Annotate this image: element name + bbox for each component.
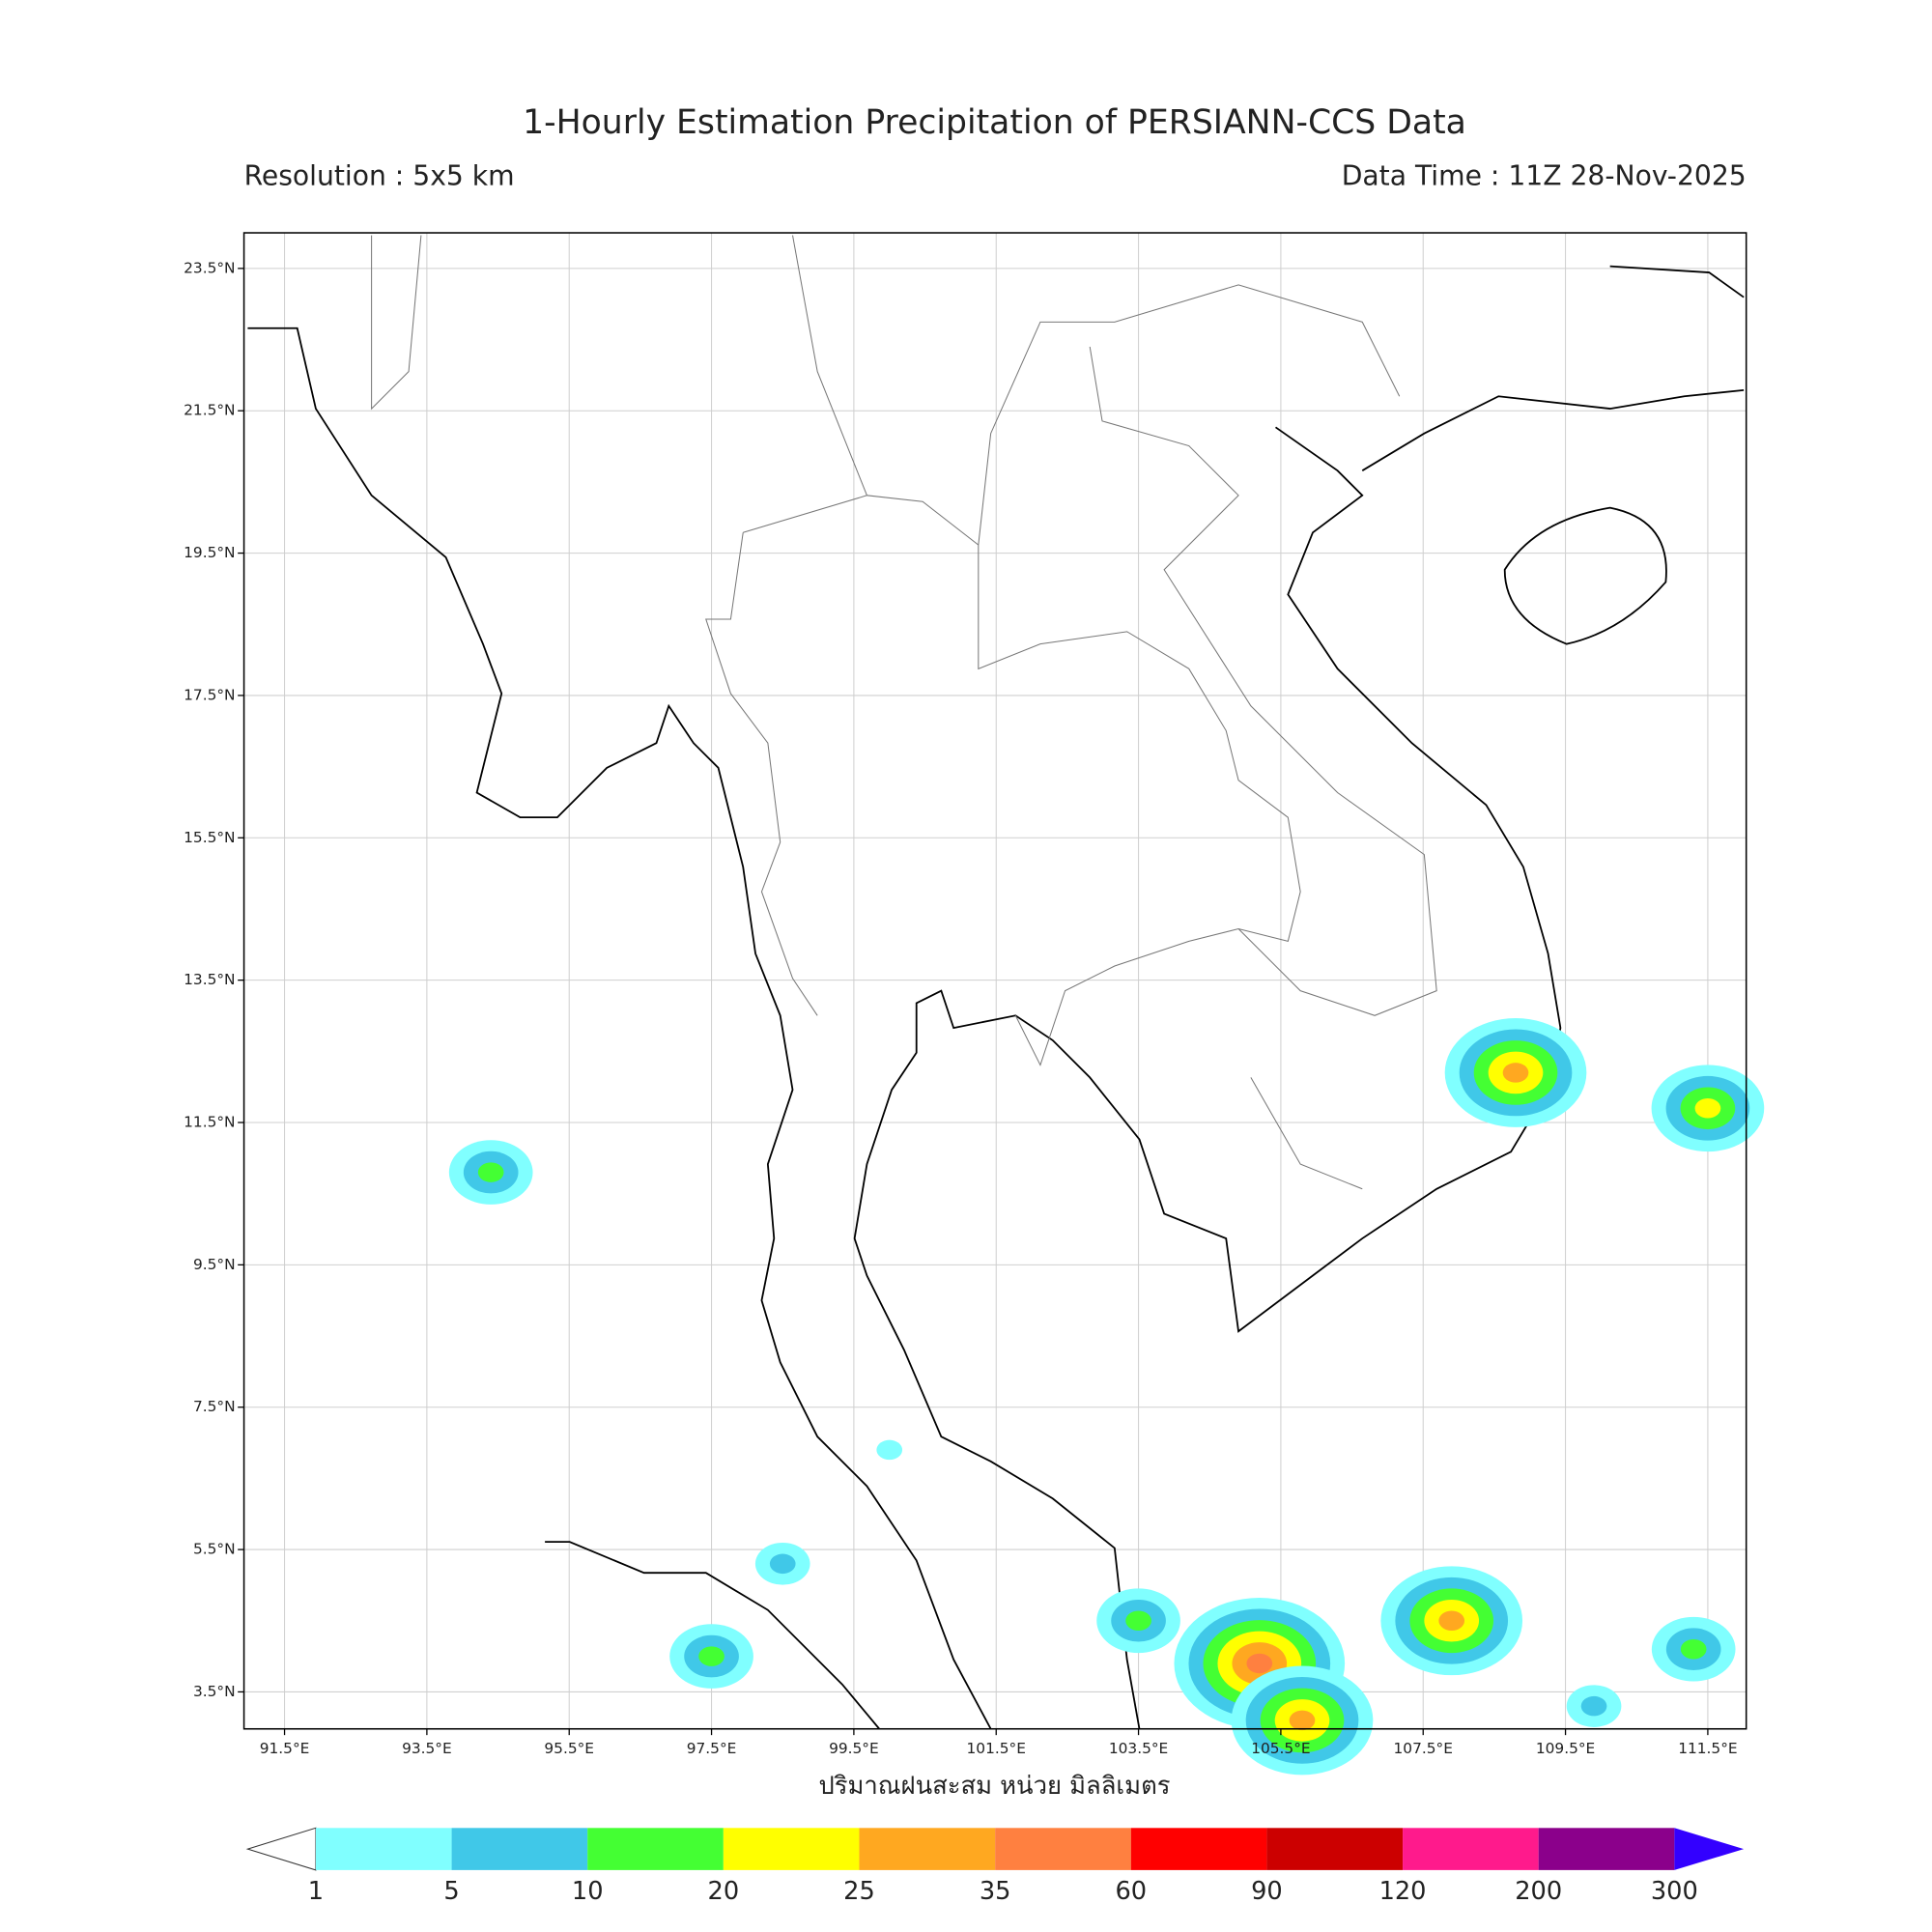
- y-tick-label: 9.5°N: [193, 1256, 236, 1273]
- colorbar-tick-label: 25: [843, 1877, 875, 1906]
- data-time: Data Time : 11Z 28-Nov-2025: [1342, 159, 1747, 191]
- y-tick-label: 5.5°N: [193, 1541, 236, 1558]
- colorbar-tick-label: 300: [1651, 1877, 1698, 1906]
- colorbar-segment: [587, 1828, 724, 1870]
- colorbar-tick-label: 90: [1251, 1877, 1283, 1906]
- y-tick-label: 19.5°N: [184, 544, 235, 561]
- colorbar-tick-label: 5: [443, 1877, 459, 1906]
- x-tick-label: 101.5°E: [967, 1740, 1026, 1757]
- rain-cell: [477, 1162, 504, 1182]
- rain-cell: [769, 1553, 796, 1575]
- rain-cell: [698, 1646, 724, 1666]
- rain-cell: [1680, 1638, 1707, 1660]
- colorbar-label: ปริมาณฝนสะสม หน่วย มิลลิเมตร: [818, 1772, 1170, 1801]
- y-tick-label: 3.5°N: [193, 1683, 236, 1700]
- colorbar: 1 5 10 20 25 35 60 90 120 200 300: [245, 1827, 1745, 1906]
- rain-cell: [1289, 1710, 1316, 1731]
- colorbar-segment: [723, 1828, 860, 1870]
- rain-cell: [1125, 1610, 1151, 1632]
- colorbar-segment: [1130, 1828, 1267, 1870]
- colorbar-tick-label: 20: [708, 1877, 740, 1906]
- axes: 91.5°E 93.5°E 95.5°E 97.5°E 99.5°E 101.5°E 103…: [184, 259, 1737, 1756]
- x-tick-label: 93.5°E: [402, 1740, 452, 1757]
- colorbar-segment: [859, 1828, 996, 1870]
- coastline: [247, 327, 992, 1730]
- rain-cell: [876, 1439, 903, 1461]
- x-tick-label: 95.5°E: [544, 1740, 594, 1757]
- coastline: [545, 1541, 880, 1730]
- colorbar-segment: [1403, 1828, 1539, 1870]
- x-tick-label: 111.5°E: [1678, 1740, 1737, 1757]
- y-tick-label: 17.5°N: [184, 686, 235, 703]
- colorbar-tick-label: 10: [572, 1877, 604, 1906]
- coastlines: [247, 235, 1745, 1730]
- rain-cell: [1580, 1695, 1607, 1717]
- colorbar-tick-label: 120: [1379, 1877, 1427, 1906]
- y-tick-label: 7.5°N: [193, 1398, 236, 1415]
- colorbar-tick-label: 60: [1115, 1877, 1147, 1906]
- y-tick-label: 23.5°N: [184, 259, 235, 276]
- colorbar-under: [245, 1827, 317, 1871]
- x-tick-label: 105.5°E: [1251, 1740, 1310, 1757]
- x-tick-label: 109.5°E: [1536, 1740, 1595, 1757]
- colorbar-tick-label: 35: [980, 1877, 1011, 1906]
- colorbar-tick-label: 200: [1515, 1877, 1562, 1906]
- map-frame: [242, 232, 1747, 1730]
- x-tick-label: 107.5°E: [1394, 1740, 1453, 1757]
- y-tick-label: 13.5°N: [184, 971, 235, 988]
- rain-cell: [1502, 1063, 1529, 1083]
- colorbar-segment: [451, 1828, 588, 1870]
- colorbar-over: [1674, 1828, 1745, 1870]
- colorbar-segment: [315, 1828, 452, 1870]
- country-border: [371, 235, 1437, 1190]
- x-tick-label: 97.5°E: [687, 1740, 737, 1757]
- colorbar-segment: [995, 1828, 1131, 1870]
- grid: [243, 233, 1747, 1729]
- island: [1503, 506, 1667, 645]
- x-tick-label: 103.5°E: [1109, 1740, 1168, 1757]
- y-tick-label: 15.5°N: [184, 829, 235, 846]
- rain-cell: [1246, 1653, 1273, 1674]
- x-tick-label: 99.5°E: [829, 1740, 879, 1757]
- resolution: Resolution : 5x5 km: [244, 159, 515, 191]
- rain-cell: [1438, 1610, 1465, 1632]
- colorbar-segment: [1266, 1828, 1404, 1870]
- coastline: [853, 426, 1562, 1729]
- x-tick-label: 91.5°E: [260, 1740, 310, 1757]
- rain-cell: [1694, 1098, 1721, 1119]
- colorbar-segment: [1538, 1828, 1675, 1870]
- colorbar-tick-label: 1: [308, 1877, 324, 1906]
- y-tick-label: 21.5°N: [184, 402, 235, 419]
- precipitation: [448, 1018, 1765, 1776]
- coastline: [1361, 265, 1745, 471]
- title: 1-Hourly Estimation Precipitation of PER…: [523, 103, 1466, 142]
- y-tick-label: 11.5°N: [184, 1114, 235, 1131]
